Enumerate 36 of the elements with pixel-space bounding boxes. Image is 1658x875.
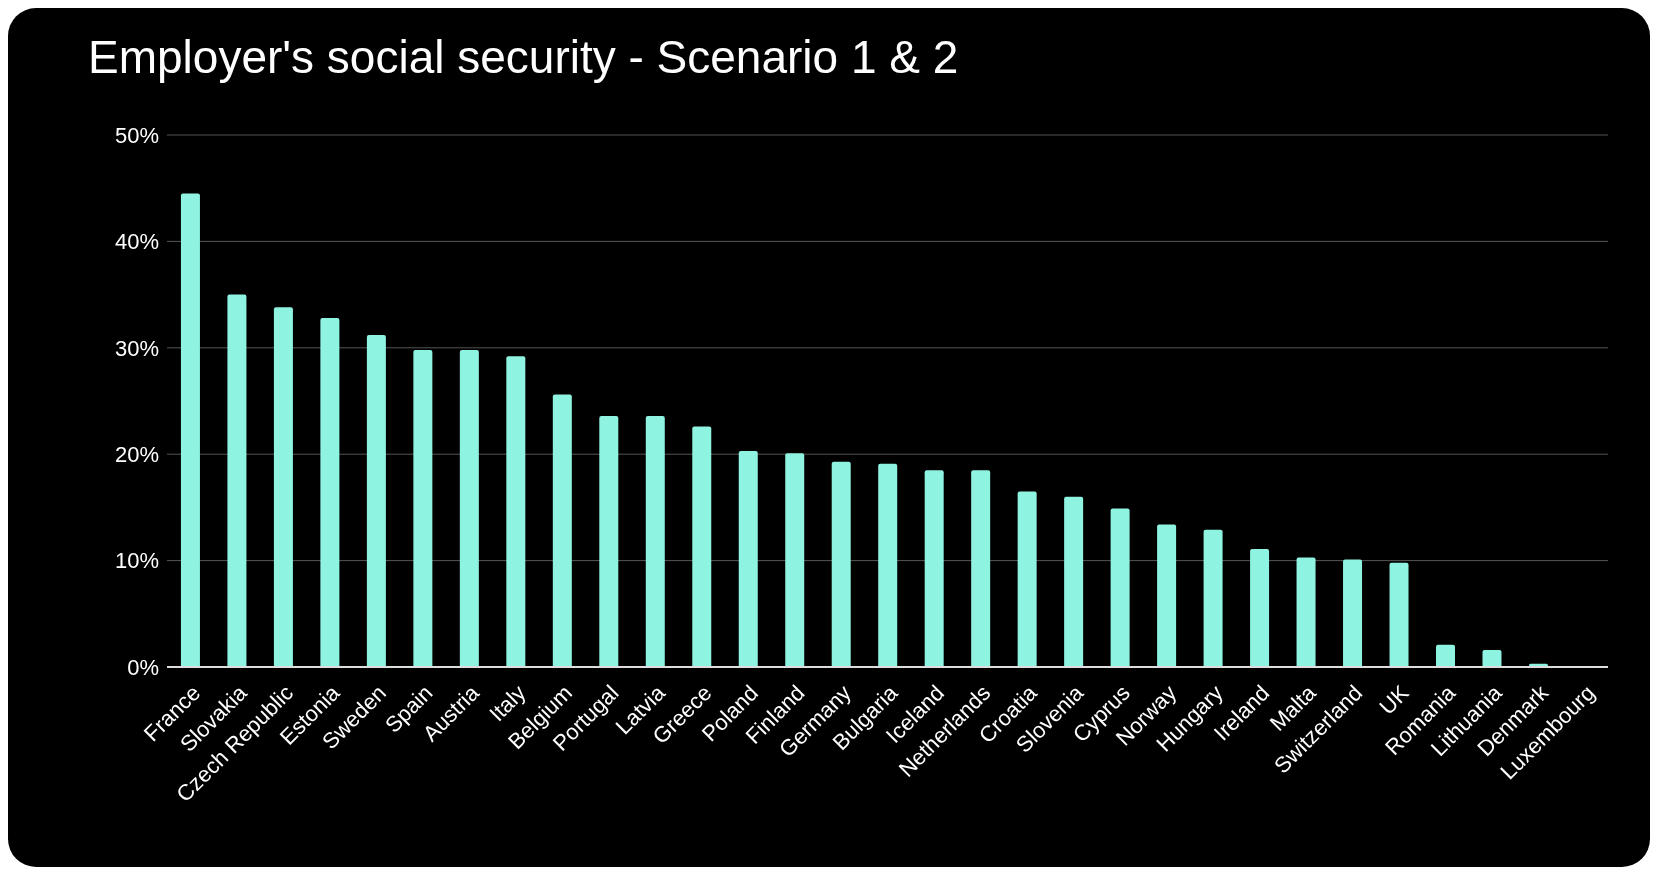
bar [878,463,898,667]
y-tick-label: 10% [114,548,159,574]
bar [1157,524,1177,667]
bar [692,426,712,667]
bar [227,294,247,667]
bar [180,193,200,667]
bar [1389,562,1409,667]
bar [1250,548,1270,667]
bar [831,461,851,667]
bar [320,318,340,667]
bar [1110,508,1130,667]
bar [785,453,805,667]
bar [1436,644,1456,667]
bar [971,470,991,667]
bar [1296,557,1316,667]
chart-title: Employer's social security - Scenario 1 & 2 [88,30,959,84]
bar [1343,559,1363,667]
bar [924,470,944,667]
bar [552,394,572,667]
y-tick-label: 0% [127,654,159,680]
y-tick-label: 40% [114,229,159,255]
y-tick-label: 50% [114,122,159,148]
bar [1203,529,1223,667]
bar [366,335,386,667]
y-tick-label: 30% [114,335,159,361]
bar [413,349,433,667]
bar [1017,491,1037,667]
bar [599,415,619,667]
y-tick-label: 20% [114,442,159,468]
bar [506,356,526,667]
bar [1064,496,1084,667]
bar [1482,649,1502,667]
bar [459,349,479,667]
bar [645,415,665,667]
bar [738,451,758,667]
bar [273,307,293,667]
